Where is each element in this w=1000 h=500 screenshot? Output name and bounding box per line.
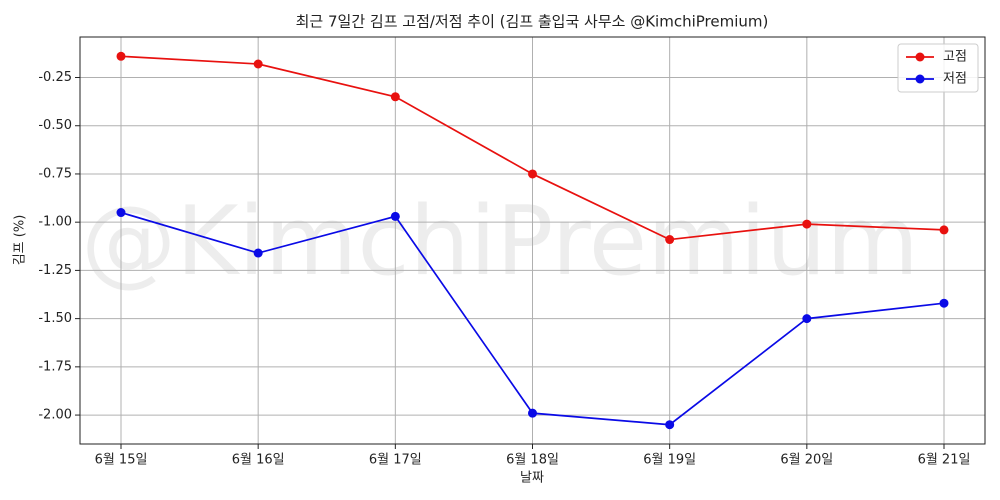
chart-title: 최근 7일간 김프 고점/저점 추이 (김프 출입국 사무소 @KimchiPr… — [296, 13, 769, 31]
data-point — [665, 235, 675, 245]
data-point — [390, 92, 400, 102]
y-tick-label: -1.25 — [38, 263, 72, 278]
plot-frame — [79, 36, 986, 445]
y-tick-label: -2.00 — [38, 408, 72, 423]
legend-label: 고점 — [943, 50, 967, 65]
data-point — [939, 298, 949, 308]
y-tick-label: -0.25 — [38, 70, 72, 85]
y-tick-label: -1.50 — [38, 311, 72, 326]
x-tick-label: 6월 19일 — [643, 453, 696, 468]
data-point — [802, 314, 812, 324]
x-tick-label: 6월 15일 — [95, 453, 148, 468]
x-tick-label: 6월 20일 — [780, 453, 833, 468]
watermark: @KimchiPremium — [81, 187, 919, 297]
y-tick-label: -1.75 — [38, 359, 72, 374]
x-tick-label: 6월 17일 — [369, 453, 422, 468]
data-point — [116, 208, 126, 218]
y-axis-label: 김프 (%) — [13, 215, 28, 266]
data-point — [802, 219, 812, 229]
data-point — [116, 51, 126, 61]
data-point — [253, 59, 263, 69]
data-point — [390, 211, 400, 221]
data-point — [939, 225, 949, 235]
y-tick-label: -1.00 — [38, 215, 72, 230]
legend-marker — [915, 74, 925, 84]
x-tick-label: 6월 18일 — [506, 453, 559, 468]
legend-marker — [915, 52, 925, 62]
x-tick-label: 6월 16일 — [232, 453, 285, 468]
x-axis-label: 날짜 — [520, 471, 544, 486]
data-point — [528, 408, 537, 418]
data-point — [528, 169, 537, 179]
x-tick-label: 6월 21일 — [918, 453, 971, 468]
data-point — [665, 420, 675, 430]
legend-label: 저점 — [943, 72, 967, 87]
data-point — [253, 248, 263, 258]
y-tick-label: -0.75 — [38, 166, 72, 181]
y-tick-label: -0.50 — [38, 118, 72, 133]
